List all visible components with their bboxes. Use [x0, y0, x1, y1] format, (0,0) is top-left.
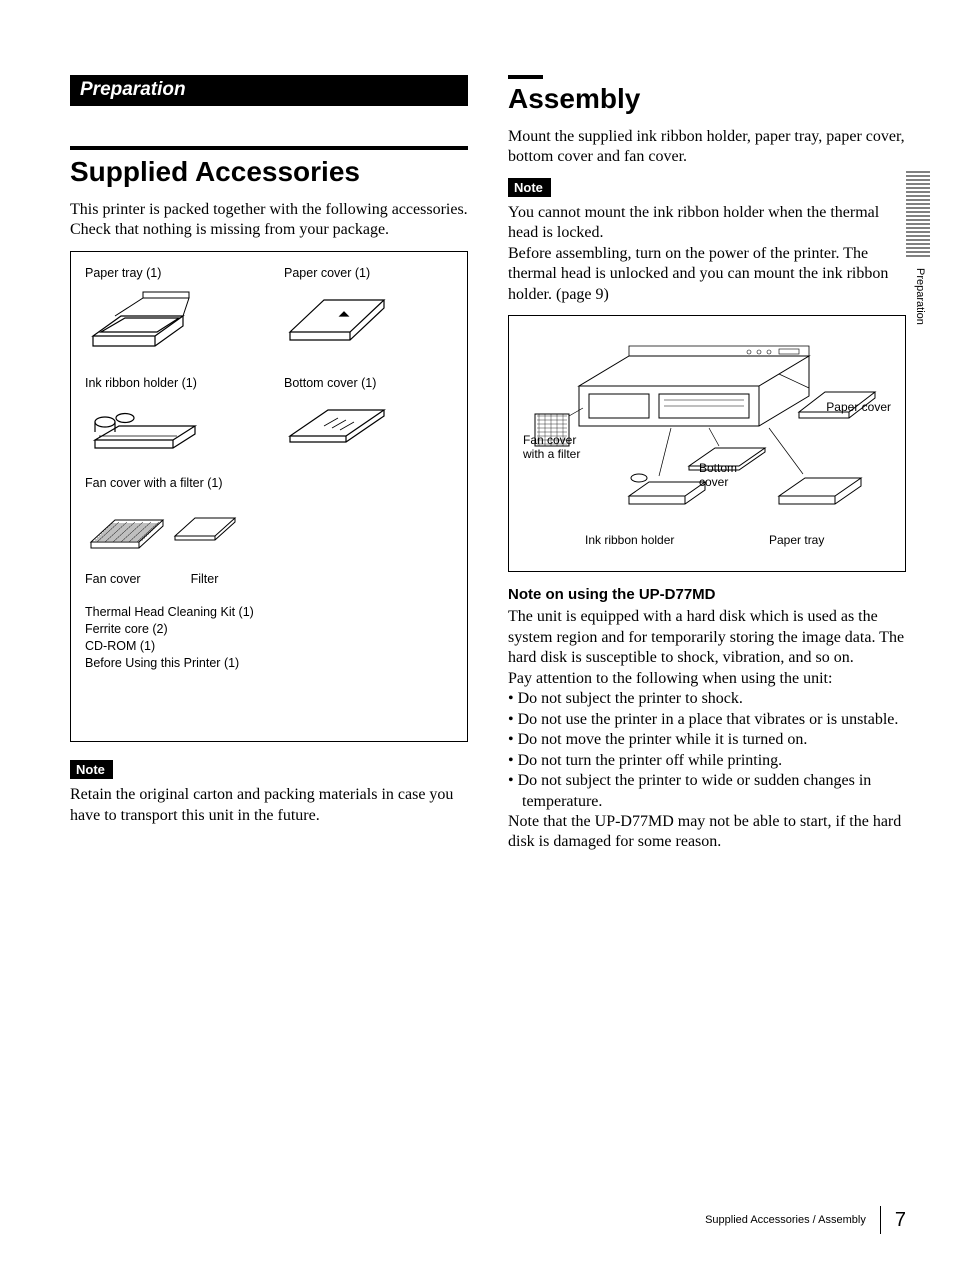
- side-tab-lines-icon: [906, 170, 930, 260]
- page-number: 7: [895, 1209, 906, 1232]
- ink-ribbon-label: Ink ribbon holder (1): [85, 376, 254, 390]
- fan-cover-sub-label: Fan cover: [85, 572, 141, 586]
- diagram-bottom-cover-label: Bottom cover: [699, 462, 737, 490]
- bullet-item: Do not subject the printer to shock.: [508, 689, 906, 709]
- paper-cover-icon: [284, 286, 394, 358]
- section-tag: Preparation: [70, 75, 468, 106]
- filter-sub-label: Filter: [191, 572, 219, 586]
- diagram-paper-cover-label: Paper cover: [826, 401, 891, 415]
- paper-tray-icon: [85, 286, 195, 358]
- thermal-kit-label: Thermal Head Cleaning Kit (1): [85, 604, 453, 621]
- page-footer: Supplied Accessories / Assembly 7: [705, 1206, 906, 1234]
- supplied-accessories-heading: Supplied Accessories: [70, 156, 468, 188]
- note-tag-left: Note: [70, 760, 113, 779]
- footer-text: Supplied Accessories / Assembly: [705, 1214, 866, 1226]
- diagram-ink-ribbon-label: Ink ribbon holder: [585, 534, 674, 548]
- before-using-label: Before Using this Printer (1): [85, 655, 453, 672]
- side-tab: Preparation: [906, 170, 934, 325]
- heading-rule-right: [508, 75, 543, 79]
- paper-tray-label: Paper tray (1): [85, 266, 254, 280]
- footer-divider: [880, 1206, 881, 1234]
- ferrite-label: Ferrite core (2): [85, 621, 453, 638]
- bottom-cover-icon: [284, 396, 394, 458]
- assembly-heading: Assembly: [508, 83, 906, 115]
- upd77md-bullets: Do not subject the printer to shock. Do …: [508, 689, 906, 812]
- accessories-box: Paper tray (1) Paper cover (1): [70, 251, 468, 743]
- cdrom-label: CD-ROM (1): [85, 638, 453, 655]
- upd77md-body-3: Note that the UP-D77MD may not be able t…: [508, 812, 906, 853]
- bottom-cover-label: Bottom cover (1): [284, 376, 453, 390]
- paper-cover-label: Paper cover (1): [284, 266, 453, 280]
- assembly-note-1: You cannot mount the ink ribbon holder w…: [508, 203, 906, 244]
- side-tab-text: Preparation: [914, 268, 926, 325]
- supplied-accessories-intro: This printer is packed together with the…: [70, 200, 468, 241]
- bullet-item: Do not subject the printer to wide or su…: [508, 771, 906, 812]
- assembly-diagram: Paper cover Fan cover with a filter Bott…: [508, 315, 906, 572]
- note-body-left: Retain the original carton and packing m…: [70, 785, 468, 826]
- diagram-fan-cover-label: Fan cover with a filter: [523, 434, 580, 462]
- bullet-item: Do not move the printer while it is turn…: [508, 730, 906, 750]
- assembly-intro: Mount the supplied ink ribbon holder, pa…: [508, 127, 906, 168]
- upd77md-subhead: Note on using the UP-D77MD: [508, 586, 906, 603]
- assembly-note-2: Before assembling, turn on the power of …: [508, 244, 906, 305]
- bullet-item: Do not turn the printer off while printi…: [508, 751, 906, 771]
- fan-cover-label: Fan cover with a filter (1): [85, 476, 453, 490]
- upd77md-body-2: Pay attention to the following when usin…: [508, 669, 906, 689]
- heading-rule: [70, 146, 468, 150]
- bullet-item: Do not use the printer in a place that v…: [508, 710, 906, 730]
- diagram-paper-tray-label: Paper tray: [769, 534, 824, 548]
- upd77md-body-1: The unit is equipped with a hard disk wh…: [508, 607, 906, 668]
- note-tag-right: Note: [508, 178, 551, 197]
- fan-cover-icon: [85, 496, 245, 566]
- ink-ribbon-icon: [85, 396, 205, 458]
